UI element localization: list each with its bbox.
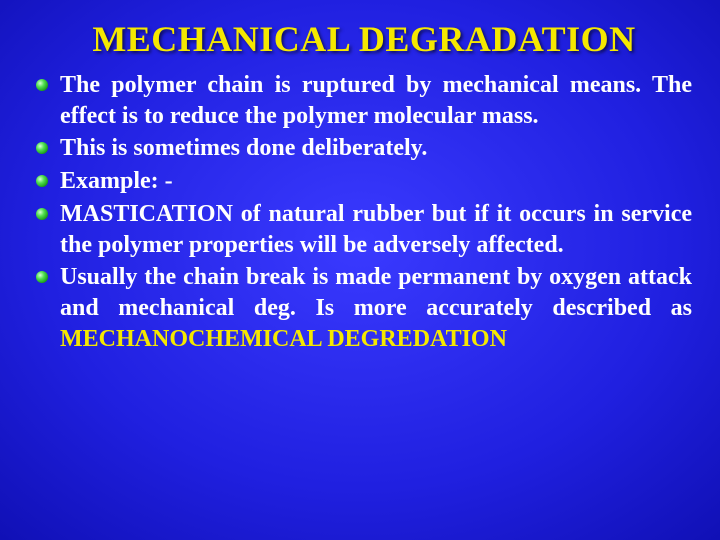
bullet-prefix: This <box>60 135 105 161</box>
bullet-item: This is sometimes done deliberately. <box>36 133 692 164</box>
bullet-text: the chain break is made permanent by oxy… <box>60 264 692 321</box>
bullet-item: Usually the chain break is made permanen… <box>36 262 692 354</box>
bullet-item: Example: - <box>36 166 692 197</box>
slide-title: MECHANICAL DEGRADATION <box>36 18 692 60</box>
bullet-emphasis: MECHANOCHEMICAL DEGREDATION <box>60 326 507 352</box>
bullet-prefix: Usually <box>60 264 137 290</box>
bullet-list: The polymer chain is ruptured by mechani… <box>36 70 692 354</box>
bullet-text: is sometimes done deliberately. <box>105 135 427 161</box>
bullet-item: MASTICATION of natural rubber but if it … <box>36 199 692 260</box>
bullet-text: MASTICATION of natural rubber but if it … <box>60 201 692 258</box>
bullet-text: polymer chain is ruptured by mechanical … <box>60 72 692 129</box>
bullet-prefix: The <box>60 72 100 98</box>
bullet-text: Example: - <box>60 168 173 194</box>
bullet-item: The polymer chain is ruptured by mechani… <box>36 70 692 131</box>
